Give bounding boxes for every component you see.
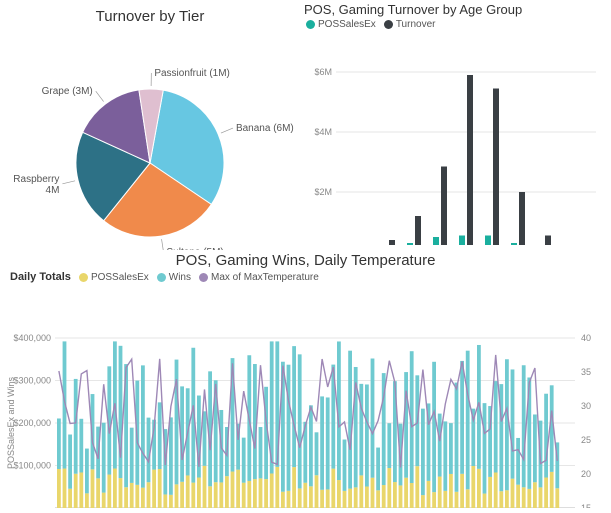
combo-title: POS, Gaming Wins, Daily Temperature bbox=[0, 250, 611, 269]
svg-text:$6M: $6M bbox=[314, 67, 332, 77]
svg-text:$400,000: $400,000 bbox=[13, 333, 51, 343]
svg-text:40: 40 bbox=[581, 333, 591, 343]
svg-text:$100,000: $100,000 bbox=[13, 461, 51, 471]
combo-subhead: Daily Totals bbox=[10, 271, 71, 283]
svg-text:30: 30 bbox=[581, 401, 591, 411]
bar-title: POS, Gaming Turnover by Age Group bbox=[300, 0, 611, 17]
svg-text:Grape (3M): Grape (3M) bbox=[42, 86, 93, 97]
svg-text:$200,000: $200,000 bbox=[13, 418, 51, 428]
svg-text:4M: 4M bbox=[46, 185, 60, 196]
svg-text:35: 35 bbox=[581, 367, 591, 377]
svg-text:Raspberry: Raspberry bbox=[13, 174, 59, 185]
combo-chart-panel: POS, Gaming Wins, Daily Temperature Dail… bbox=[0, 250, 611, 513]
svg-text:POSSalesEx and Wins: POSSalesEx and Wins bbox=[6, 376, 16, 469]
bar-chart: $0M$2M$4M$6M020406080100 bbox=[300, 30, 611, 245]
legend-item: POSSalesEx bbox=[306, 19, 376, 30]
legend-item: Max of MaxTemperature bbox=[199, 272, 319, 283]
bar-legend: POSSalesEx Turnover bbox=[300, 17, 611, 30]
svg-text:$4M: $4M bbox=[314, 127, 332, 137]
dashboard: Turnover by Tier Banana (6M)Sultana (5M)… bbox=[0, 0, 611, 513]
bar-chart-panel: POS, Gaming Turnover by Age Group POSSal… bbox=[300, 0, 611, 250]
svg-text:25: 25 bbox=[581, 435, 591, 445]
svg-text:Banana (6M): Banana (6M) bbox=[236, 123, 294, 134]
svg-text:$300,000: $300,000 bbox=[13, 376, 51, 386]
svg-text:$2M: $2M bbox=[314, 187, 332, 197]
svg-text:Passionfruit (1M): Passionfruit (1M) bbox=[154, 68, 230, 79]
combo-legend: Daily Totals POSSalesEx Wins Max of MaxTem… bbox=[0, 269, 611, 283]
pie-title: Turnover by Tier bbox=[0, 0, 300, 25]
pie-chart: Banana (6M)Sultana (5M)Raspberry4MGrape … bbox=[0, 25, 300, 250]
legend-item: POSSalesEx bbox=[79, 272, 149, 283]
svg-text:15: 15 bbox=[581, 503, 591, 508]
combo-chart: $100,000 $200,000 $300,000 $400,000 15 20 25 30… bbox=[0, 283, 611, 508]
legend-item: Turnover bbox=[384, 19, 436, 30]
legend-item: Wins bbox=[157, 272, 191, 283]
svg-text:20: 20 bbox=[581, 469, 591, 479]
pie-chart-panel: Turnover by Tier Banana (6M)Sultana (5M)… bbox=[0, 0, 300, 250]
